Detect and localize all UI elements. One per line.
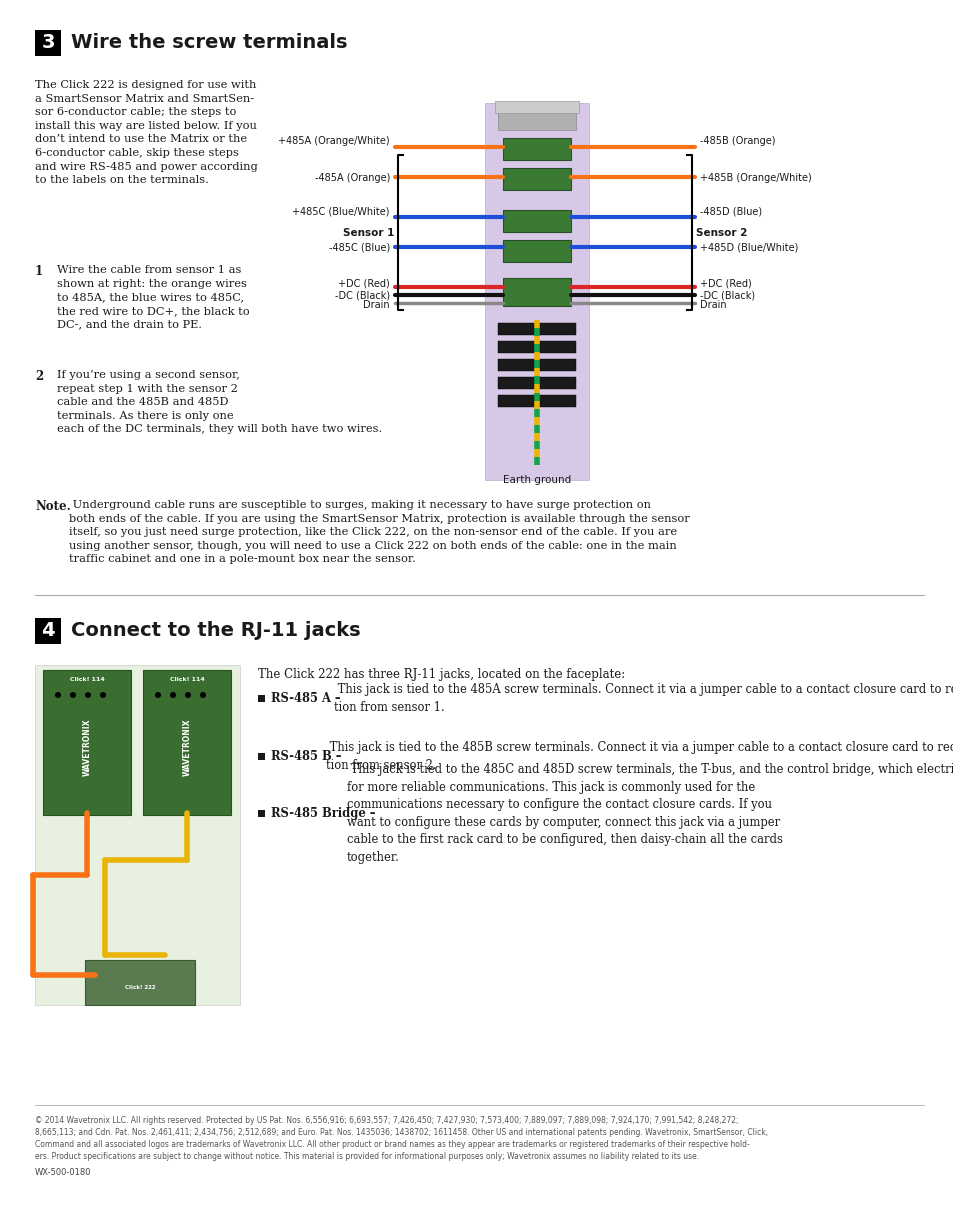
Text: +485C (Blue/White): +485C (Blue/White) [293,207,390,217]
Text: Earth ground: Earth ground [502,475,571,485]
Bar [497,377,576,389]
Bar [495,101,578,113]
Text: 2: 2 [35,371,43,383]
Circle shape [70,692,76,698]
Text: © 2014 Wavetronix LLC. All rights reserved. Protected by US Pat. Nos. 6,556,916;: © 2014 Wavetronix LLC. All rights reserv… [35,1117,738,1125]
Circle shape [85,692,91,698]
Text: Drain: Drain [363,299,390,310]
Bar [484,103,588,480]
Text: Command and all associated logos are trademarks of Wavetronix LLC. All other pro: Command and all associated logos are tra… [35,1140,749,1148]
Bar [257,753,265,760]
Bar [502,137,571,160]
Text: +DC (Red): +DC (Red) [700,279,751,290]
Bar [497,341,576,353]
Text: ers. Product specifications are subject to change without notice. This material : ers. Product specifications are subject … [35,1152,699,1161]
Bar [35,618,61,644]
Text: If you’re using a second sensor,
repeat step 1 with the sensor 2
cable and the 4: If you’re using a second sensor, repeat … [57,371,382,434]
Bar [257,810,265,817]
Bar [497,395,576,407]
Text: WAVETRONIX: WAVETRONIX [82,719,91,777]
Circle shape [55,692,61,698]
Text: This jack is tied to the 485B screw terminals. Connect it via a jumper cable to : This jack is tied to the 485B screw term… [326,741,953,772]
Text: Click! 114: Click! 114 [70,677,104,682]
Circle shape [154,692,161,698]
Bar [497,360,576,371]
Text: -485D (Blue): -485D (Blue) [700,207,761,217]
Text: 1: 1 [35,265,43,279]
Text: WAVETRONIX: WAVETRONIX [182,719,192,777]
Text: -485C (Blue): -485C (Blue) [329,242,390,252]
Circle shape [170,692,175,698]
Circle shape [200,692,206,698]
Text: The Click 222 has three RJ-11 jacks, located on the faceplate:: The Click 222 has three RJ-11 jacks, loc… [257,667,624,681]
Bar [257,694,265,702]
Text: 8,665,113; and Cdn. Pat. Nos. 2,461,411; 2,434,756; 2,512,689; and Euro. Pat. No: 8,665,113; and Cdn. Pat. Nos. 2,461,411;… [35,1128,767,1137]
Text: Note.: Note. [35,499,71,513]
Text: Connect to the RJ-11 jacks: Connect to the RJ-11 jacks [71,622,360,640]
Text: 4: 4 [41,622,54,640]
Bar [35,665,240,1005]
Bar [502,210,571,232]
Bar [502,240,571,263]
Text: Click! 222: Click! 222 [125,985,155,990]
Text: -485B (Orange): -485B (Orange) [700,136,775,146]
Text: +485A (Orange/White): +485A (Orange/White) [278,136,390,146]
Bar [43,670,131,815]
Bar [502,279,571,306]
Text: +DC (Red): +DC (Red) [338,279,390,290]
Bar [35,29,61,56]
Bar [497,323,576,335]
Text: Wire the cable from sensor 1 as
shown at right: the orange wires
to 485A, the bl: Wire the cable from sensor 1 as shown at… [57,265,250,329]
Text: +485B (Orange/White): +485B (Orange/White) [700,173,811,183]
Text: RS-485 A –: RS-485 A – [271,692,340,706]
Bar [502,168,571,190]
Text: This jack is tied to the 485C and 485D screw terminals, the T-bus, and the contr: This jack is tied to the 485C and 485D s… [347,763,953,864]
Text: Underground cable runs are susceptible to surges, making it necessary to have su: Underground cable runs are susceptible t… [69,499,689,564]
Text: Drain: Drain [700,299,726,310]
Text: This jack is tied to the 485A screw terminals. Connect it via a jumper cable to : This jack is tied to the 485A screw term… [334,683,953,714]
Text: -DC (Black): -DC (Black) [335,290,390,299]
Text: +485D (Blue/White): +485D (Blue/White) [700,242,798,252]
Text: RS-485 B –: RS-485 B – [271,750,341,763]
Text: The Click 222 is designed for use with
a SmartSensor Matrix and SmartSen-
sor 6-: The Click 222 is designed for use with a… [35,80,257,185]
Circle shape [100,692,106,698]
Text: -485A (Orange): -485A (Orange) [314,173,390,183]
Bar [143,670,231,815]
Text: Sensor 2: Sensor 2 [696,227,746,238]
Text: Wire the screw terminals: Wire the screw terminals [71,33,347,53]
Text: WX-500-0180: WX-500-0180 [35,1168,91,1177]
Text: Click! 114: Click! 114 [170,677,204,682]
Bar [497,103,576,130]
Bar [85,960,194,1005]
Circle shape [185,692,191,698]
Text: Sensor 1: Sensor 1 [342,227,394,238]
Text: RS-485 Bridge –: RS-485 Bridge – [271,807,375,820]
Text: 3: 3 [41,33,54,53]
Text: -DC (Black): -DC (Black) [700,290,755,299]
